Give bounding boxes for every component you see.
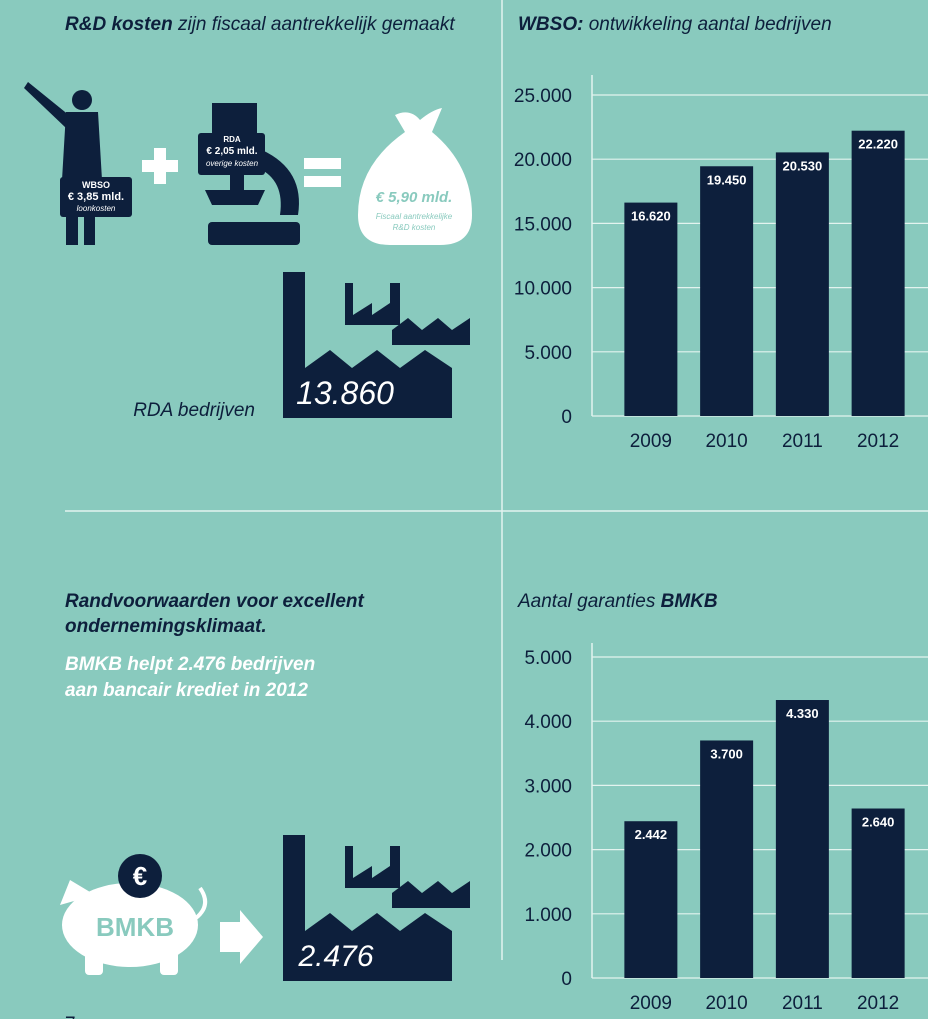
y-tick-label: 2.000	[524, 841, 572, 862]
bmkb-count: 2.476	[297, 940, 373, 973]
x-tick-label: 2012	[857, 993, 899, 1014]
x-tick-label: 2011	[782, 431, 823, 452]
y-tick-label: 1.000	[524, 905, 572, 926]
title-part: Aantal garanties	[517, 591, 656, 612]
value-label: 4.330	[786, 706, 819, 721]
pig-label: BMKB	[96, 912, 174, 942]
case-label: € 3,85 mld.	[68, 191, 124, 203]
y-tick-label: 0	[561, 407, 572, 428]
case-label: WBSO	[82, 180, 110, 190]
case-label: € 2,05 mld.	[206, 146, 257, 157]
heading: ondernemingsklimaat.	[65, 616, 267, 637]
bag-amount: € 5,90 mld.	[376, 189, 453, 206]
value-label: 2.640	[862, 815, 895, 830]
coin-symbol: €	[133, 861, 147, 891]
bar	[776, 700, 829, 978]
chart-title: WBSO: ontwikkeling aantal bedrijven	[518, 14, 832, 35]
y-tick-label: 5.000	[524, 648, 572, 669]
heading: Randvoorwaarden voor excellent	[65, 591, 364, 612]
x-tick-label: 2009	[630, 993, 672, 1014]
page: R&D kosten zijn fiscaal aantrekkelijk ge…	[0, 0, 928, 1019]
page-number: 7	[65, 1014, 76, 1019]
bar	[852, 809, 905, 978]
rda-count: 13.860	[296, 375, 394, 411]
title-part: BMKB	[661, 591, 718, 612]
bar	[624, 821, 677, 978]
y-tick-label: 0	[561, 969, 572, 990]
bar	[624, 203, 677, 416]
rda-label: RDA bedrijven	[133, 400, 255, 421]
y-tick-label: 15.000	[514, 214, 572, 235]
x-tick-label: 2009	[630, 431, 672, 452]
value-label: 20.530	[782, 158, 822, 173]
y-tick-label: 20.000	[514, 150, 572, 171]
y-tick-label: 5.000	[524, 343, 572, 364]
subheading: aan bancair krediet in 2012	[65, 680, 308, 701]
bar	[852, 131, 905, 416]
y-tick-label: 3.000	[524, 776, 572, 797]
case-label: overige kosten	[206, 159, 259, 168]
title-bold: WBSO:	[518, 14, 583, 35]
y-tick-label: 4.000	[524, 712, 572, 733]
value-label: 16.620	[631, 209, 671, 224]
bar	[700, 166, 753, 416]
x-tick-label: 2010	[705, 431, 747, 452]
section-title: R&D kosten zijn fiscaal aantrekkelijk ge…	[65, 14, 455, 35]
x-tick-label: 2011	[782, 993, 823, 1014]
value-label: 19.450	[707, 172, 747, 187]
value-label: 2.442	[635, 827, 668, 842]
title-bold: R&D kosten	[65, 14, 173, 35]
value-label: 3.700	[710, 746, 743, 761]
title-rest: zijn fiscaal aantrekkelijk gemaakt	[177, 14, 455, 35]
x-tick-label: 2012	[857, 431, 899, 452]
bag-label: Fiscaal aantrekkelijke	[376, 212, 453, 221]
case-label: loonkosten	[77, 204, 116, 213]
bar	[776, 152, 829, 416]
subheading: BMKB helpt 2.476 bedrijven	[65, 654, 315, 675]
value-label: 22.220	[858, 137, 898, 152]
case-label: RDA	[223, 135, 241, 144]
x-tick-label: 2010	[705, 993, 747, 1014]
title-part: ontwikkeling aantal bedrijven	[589, 14, 832, 35]
bar	[700, 740, 753, 978]
y-tick-label: 25.000	[514, 86, 572, 107]
y-tick-label: 10.000	[514, 279, 572, 300]
chart-title: Aantal garanties BMKB	[517, 591, 718, 612]
bag-label: R&D kosten	[393, 223, 436, 232]
